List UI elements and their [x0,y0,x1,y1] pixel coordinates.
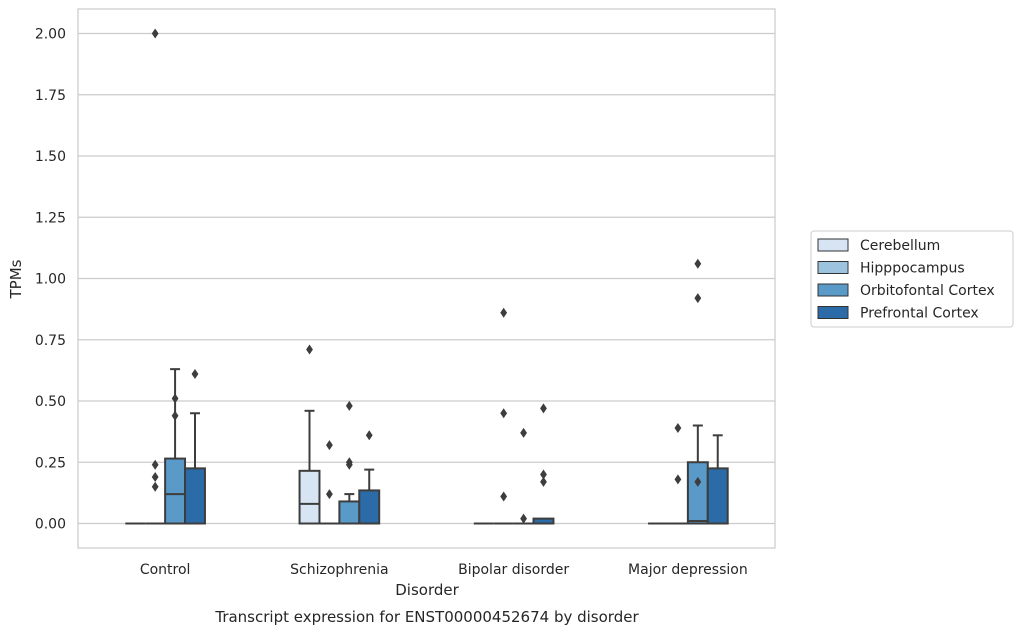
outlier-point [540,476,547,487]
y-tick-label: 0.25 [35,455,66,471]
legend-label: Cerebellum [860,238,940,254]
y-tick-label: 1.25 [35,210,66,226]
y-tick-label: 0.75 [35,333,66,349]
legend-frame [810,230,1014,328]
box-body [686,461,709,525]
outlier-point [151,459,159,470]
legend-label: Prefrontal Cortex [860,306,979,322]
plot-frame [77,8,776,549]
y-tick-label: 1.75 [35,88,66,104]
outlier-point [674,474,682,485]
x-tick-label: Schizophrenia [290,562,388,578]
outlier-point [171,410,179,421]
outlier-point [520,513,527,524]
flier-layer [151,28,702,524]
legend-items: Cerebellum Hipppocampus Orbitofontal Corte… [817,238,995,322]
outlier-point [306,344,313,355]
box-body [298,469,321,525]
box-0-3 [184,412,206,525]
legend-swatch [817,283,849,297]
y-tick-label: 1.50 [35,149,66,165]
outlier-point [345,457,353,468]
outlier-point [520,427,527,438]
legend-swatch [817,261,849,274]
box-layer [125,368,729,525]
x-tick-label: Control [140,562,191,578]
outlier-point [694,293,702,304]
y-tick-labels: 0.00 0.25 0.50 0.75 1.00 1.25 1.50 1.75 2.00 [35,27,66,533]
outlier-point [540,403,547,414]
outlier-point [540,469,547,480]
outlier-point [191,369,199,380]
box-1-3 [358,468,381,525]
y-tick-label: 1.00 [35,272,66,288]
box-body [338,500,361,525]
grid-layer [78,32,775,525]
outlier-point [365,430,373,441]
outlier-point [674,422,682,433]
legend-label: Orbitofontal Cortex [860,283,995,299]
box-0-2 [164,368,187,525]
outlier-point [326,440,333,451]
x-axis-label: Disorder [395,581,459,599]
box-body [164,457,187,525]
y-tick-label: 0.50 [35,394,66,410]
outlier-point [500,408,508,419]
x-tick-labels: Control Schizophrenia Bipolar disorder Majo… [140,562,748,578]
box-body [358,489,381,525]
legend: Cerebellum Hipppocampus Orbitofontal Corte… [810,230,1014,328]
outlier-point [345,400,353,411]
outlier-point [326,489,333,500]
box-1-2 [338,493,361,525]
box-3-2 [686,424,709,525]
outlier-point [151,28,159,39]
outlier-point [500,307,508,318]
y-tick-label: 2.00 [35,27,66,43]
box-3-3 [706,434,729,525]
box-1-0 [298,409,321,525]
outlier-point [500,491,508,502]
outlier-point [171,393,179,404]
outlier-point [694,258,702,269]
legend-swatch [817,306,849,319]
y-axis-label: TPMs [7,259,25,299]
legend-swatch [817,238,849,252]
box-body [184,467,206,525]
box-2-3 [532,517,555,525]
y-tick-label: 0.00 [35,517,66,533]
outlier-point [694,476,702,487]
box-body [706,467,729,525]
chart-caption: Transcript expression for ENST0000045267… [214,608,639,626]
x-tick-label: Bipolar disorder [458,562,569,578]
x-tick-label: Major depression [628,562,748,578]
outlier-point [151,471,159,482]
legend-label: Hipppocampus [860,261,965,277]
outlier-point [151,481,159,492]
